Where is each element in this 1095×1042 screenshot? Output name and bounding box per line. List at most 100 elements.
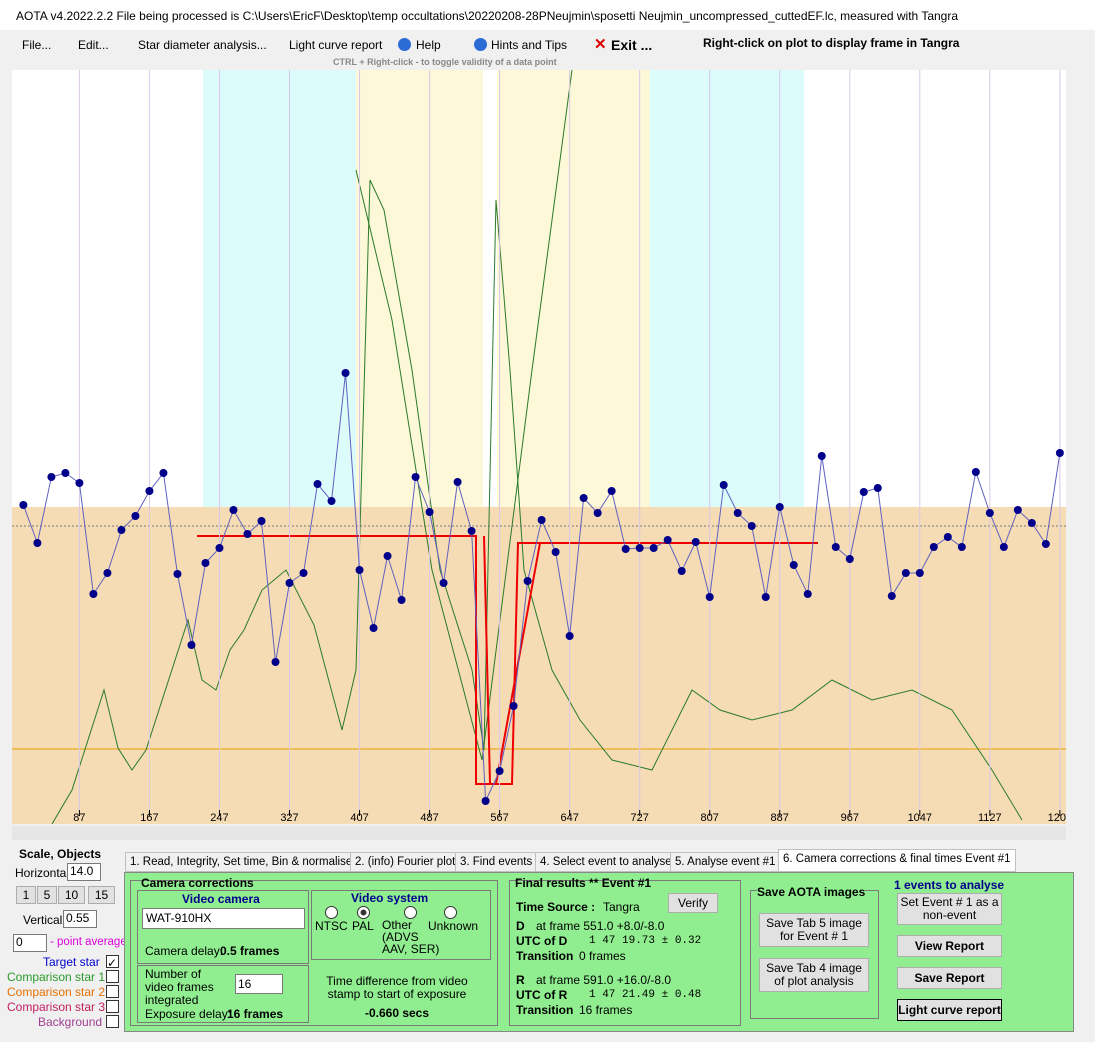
vertical-input[interactable]: 0.55 [63, 910, 97, 928]
menu-help[interactable]: Help [416, 38, 441, 52]
data-point [985, 509, 994, 517]
horizontal-input[interactable]: 14.0 [67, 863, 101, 881]
data-point [551, 548, 560, 556]
band-cyan [650, 70, 804, 507]
tab-1[interactable]: 1. Read, Integrity, Set time, Bin & norm… [125, 852, 358, 872]
average-select[interactable]: 0 [13, 934, 47, 952]
data-point [1055, 449, 1064, 457]
menu-star-diameter[interactable]: Star diameter analysis... [138, 38, 267, 52]
d-frame: at frame 551.0 +8.0/-8.0 [536, 919, 665, 933]
object-comp1: Comparison star 1 [7, 970, 106, 984]
data-point [565, 632, 574, 640]
plot-scrollbar[interactable] [12, 826, 1066, 840]
results-group [509, 880, 741, 1026]
data-point [873, 484, 882, 492]
r-label: R [516, 973, 525, 987]
data-point [439, 579, 448, 587]
x-tick-label: 327 [280, 812, 298, 824]
horizontal-label: Horizontal [15, 866, 70, 880]
checkbox-target[interactable]: ✓ [106, 955, 119, 970]
save-tab4-button[interactable]: Save Tab 4 image of plot analysis [759, 958, 869, 992]
data-point [243, 530, 252, 538]
scale-10[interactable]: 10 [58, 886, 85, 904]
non-event-button[interactable]: Set Event # 1 as a non-event [897, 893, 1002, 925]
camera-select[interactable]: WAT-910HX [142, 908, 305, 929]
verify-button[interactable]: Verify [668, 893, 718, 913]
r-frame: at frame 591.0 +16.0/-8.0 [536, 973, 672, 987]
save-report-button[interactable]: Save Report [897, 967, 1002, 989]
data-point [341, 369, 350, 377]
unknown-label: Unknown [428, 919, 479, 933]
radio-ntsc[interactable] [325, 906, 338, 919]
data-point [859, 488, 868, 496]
pal-label: PAL [352, 919, 374, 933]
events-count: 1 events to analyse [894, 878, 1005, 892]
checkbox-comp2[interactable] [106, 985, 119, 998]
checkbox-comp3[interactable] [106, 1000, 119, 1013]
radio-pal[interactable] [357, 906, 370, 919]
data-point [775, 503, 784, 511]
data-point [355, 566, 364, 574]
data-point [901, 569, 910, 577]
data-point [299, 569, 308, 577]
menu-light-curve[interactable]: Light curve report [289, 38, 383, 52]
window-title: AOTA v4.2022.2.2 File being processed is… [16, 9, 959, 23]
data-point [1027, 519, 1036, 527]
video-system-title: Video system [351, 891, 429, 905]
data-point [89, 590, 98, 598]
data-point [509, 702, 518, 710]
r-transition: 16 frames [579, 1003, 633, 1017]
data-point [537, 516, 546, 524]
data-point [649, 544, 658, 552]
menu-hints[interactable]: Hints and Tips [491, 38, 568, 52]
ntsc-label: NTSC [315, 919, 348, 933]
scale-15[interactable]: 15 [88, 886, 115, 904]
light-curve-report-button[interactable]: Light curve report [897, 999, 1002, 1021]
x-tick-label: 807 [701, 812, 719, 824]
object-comp2: Comparison star 2 [7, 985, 106, 999]
average-label: - point average [50, 936, 127, 948]
save-group [750, 890, 879, 1019]
tab-5[interactable]: 5. Analyse event #1 [670, 852, 781, 872]
checkbox-comp1[interactable] [106, 970, 119, 983]
menu-edit[interactable]: Edit... [78, 38, 109, 52]
x-tick-label: 487 [420, 812, 438, 824]
light-curve-plot[interactable]: 87 167 247 327 407 487 567 647 727 807 887 967 1047 1… [12, 70, 1066, 824]
data-point [999, 543, 1008, 551]
data-point [411, 473, 420, 481]
radio-other[interactable] [404, 906, 417, 919]
frames-integrated-select[interactable]: 16 [235, 974, 283, 994]
tab-2[interactable]: 2. (info) Fourier plot [350, 852, 461, 872]
view-report-button[interactable]: View Report [897, 935, 1002, 957]
data-point [327, 497, 336, 505]
data-point [495, 767, 504, 775]
utc-r-label: UTC of R [516, 988, 568, 1002]
data-point [173, 570, 182, 578]
x-tick-label: 247 [210, 812, 228, 824]
tab-6[interactable]: 6. Camera corrections & final times Even… [778, 849, 1016, 872]
x-tick-label: 1207 [1048, 812, 1066, 824]
data-point [215, 544, 224, 552]
vertical-label: Vertical [23, 913, 63, 927]
scale-1[interactable]: 1 [16, 886, 36, 904]
hints-icon [474, 38, 487, 51]
data-point [593, 509, 602, 517]
data-point [971, 468, 980, 476]
save-tab5-button[interactable]: Save Tab 5 image for Event # 1 [759, 913, 869, 947]
results-title: Final results ** Event #1 [515, 876, 652, 890]
data-point [691, 538, 700, 546]
data-point [19, 501, 28, 509]
scale-5[interactable]: 5 [37, 886, 57, 904]
title-bar [0, 0, 1095, 30]
x-tick-label: 727 [630, 812, 648, 824]
checkbox-background[interactable] [106, 1015, 119, 1028]
menu-file[interactable]: File... [22, 38, 52, 52]
tab-3[interactable]: 3. Find events [455, 852, 538, 872]
data-point [635, 544, 644, 552]
data-point [789, 561, 798, 569]
data-point [579, 494, 588, 502]
data-point [75, 479, 84, 487]
radio-unknown[interactable] [444, 906, 457, 919]
tab-4[interactable]: 4. Select event to analyse [535, 852, 677, 872]
menu-exit[interactable]: Exit ... [611, 37, 653, 53]
